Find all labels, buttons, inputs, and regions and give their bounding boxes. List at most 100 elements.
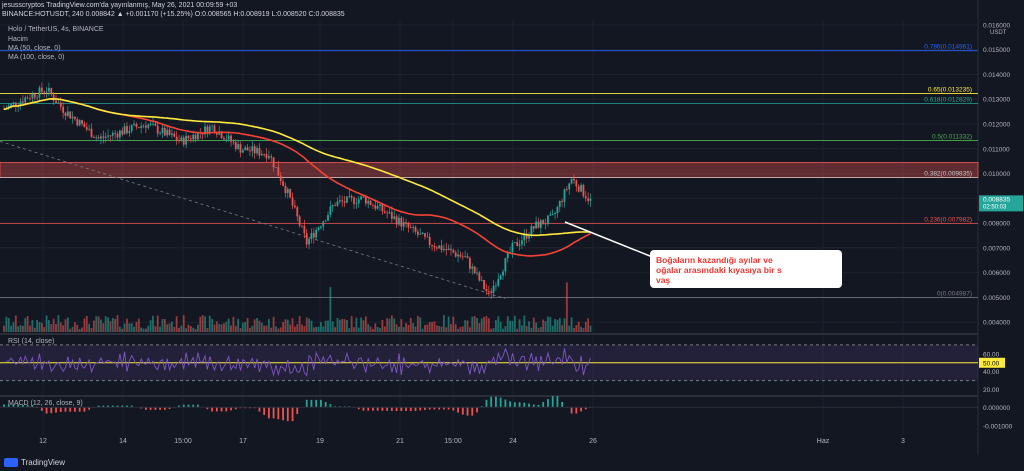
volume-bar [381, 320, 384, 332]
volume-bar [159, 326, 161, 332]
macd-histogram-bar [532, 404, 535, 408]
candle-body [558, 200, 561, 207]
volume-bar [166, 324, 169, 332]
candle-body [414, 227, 417, 232]
footer-brand[interactable]: TradingView [4, 458, 65, 467]
macd-histogram-bar [83, 407, 86, 412]
macd-histogram-bar [197, 404, 199, 408]
volume-bar [447, 316, 450, 332]
macd-histogram-bar [277, 407, 280, 420]
candle-body [114, 132, 117, 134]
volume-bar [575, 325, 578, 332]
macd-histogram-bar [121, 405, 124, 408]
volume-bar [251, 325, 254, 332]
legend-rsi[interactable]: RSI (14, close) [8, 338, 55, 345]
candle-body [584, 196, 587, 199]
volume-bar [584, 321, 587, 332]
candle-body [454, 252, 457, 257]
candle-body [570, 178, 573, 184]
candle-body [267, 156, 270, 159]
volume-bar [5, 316, 8, 332]
price-tick-label: 0.015000 [983, 47, 1010, 54]
volume-bar [173, 327, 176, 332]
volume-bar [189, 325, 192, 332]
fib-level-label: 0.382(0.009835) [924, 171, 972, 178]
candle-body [561, 200, 564, 202]
candle-body [133, 123, 135, 126]
volume-bar [92, 320, 95, 332]
volume-bar [253, 319, 256, 332]
candle-body [296, 207, 299, 217]
candle-body [88, 128, 91, 130]
candle-body [435, 247, 438, 249]
macd-histogram-bar [376, 407, 379, 411]
candle-body [291, 197, 294, 206]
macd-histogram-bar [74, 407, 76, 412]
volume-bar [577, 321, 580, 332]
volume-bar [55, 323, 57, 332]
volume-bar [424, 324, 426, 332]
candle-body [272, 157, 275, 168]
candle-body [55, 100, 57, 103]
fib-level-label: 0.618(0.012829) [924, 96, 972, 103]
candle-body [85, 127, 88, 130]
volume-bar [459, 326, 462, 332]
volume-bar [270, 327, 273, 332]
candle-body [530, 226, 533, 236]
volume-bar [156, 315, 159, 332]
candle-body [324, 220, 327, 222]
candle-body [544, 223, 547, 225]
time-tick-label: 15:00 [174, 438, 192, 445]
volume-bar [182, 315, 185, 332]
volume-bar [535, 322, 538, 332]
legend-macd[interactable]: MACD (12, 26, close, 9) [8, 400, 83, 407]
candle-body [121, 130, 124, 135]
legend-ma100[interactable]: MA (100, close, 0) [8, 54, 65, 61]
candle-body [206, 126, 209, 134]
volume-bar [145, 328, 147, 332]
candle-body [29, 98, 31, 100]
current-price-label: 0.008835 [983, 196, 1010, 203]
candle-body [211, 125, 214, 127]
candle-body [12, 102, 15, 104]
volume-bar [518, 319, 521, 332]
volume-bar [379, 328, 381, 332]
macd-histogram-bar [22, 404, 24, 408]
volume-bar [537, 328, 540, 332]
volume-bar [469, 327, 471, 332]
macd-histogram-bar [140, 407, 143, 409]
macd-histogram-bar [551, 396, 554, 408]
current-price-tag [979, 195, 1023, 212]
publish-info: jesusscryptos TradingView.com'da yayınla… [2, 2, 238, 9]
tradingview-logo-icon [4, 458, 18, 467]
candle-body [343, 201, 346, 203]
candle-body [331, 205, 334, 207]
macd-histogram-bar [12, 404, 15, 408]
volume-bar [48, 320, 50, 332]
candle-body [317, 227, 320, 230]
volume-bar [256, 317, 258, 332]
volume-bar [409, 318, 412, 332]
volume-bar [239, 328, 242, 332]
candle-body [109, 135, 112, 137]
price-tick-label: 0.005000 [983, 295, 1010, 302]
candle-body [442, 249, 445, 251]
candle-body [405, 222, 407, 223]
candle-body [279, 175, 282, 182]
volume-bar [521, 325, 523, 332]
volume-bar [393, 318, 396, 332]
candle-body [178, 140, 180, 142]
volume-bar [282, 322, 284, 332]
candle-body [163, 127, 166, 136]
candle-body [549, 214, 552, 216]
volume-bar [400, 319, 403, 332]
legend-ma50[interactable]: MA (50, close, 0) [8, 45, 61, 52]
volume-bar [383, 326, 386, 332]
volume-bar [405, 323, 407, 332]
fib-level-label: 0.65(0.013235) [928, 86, 972, 93]
volume-bar [109, 321, 112, 332]
volume-bar [78, 328, 81, 332]
annotation-box [650, 250, 842, 288]
volume-bar [107, 317, 109, 332]
volume-bar [487, 318, 490, 332]
